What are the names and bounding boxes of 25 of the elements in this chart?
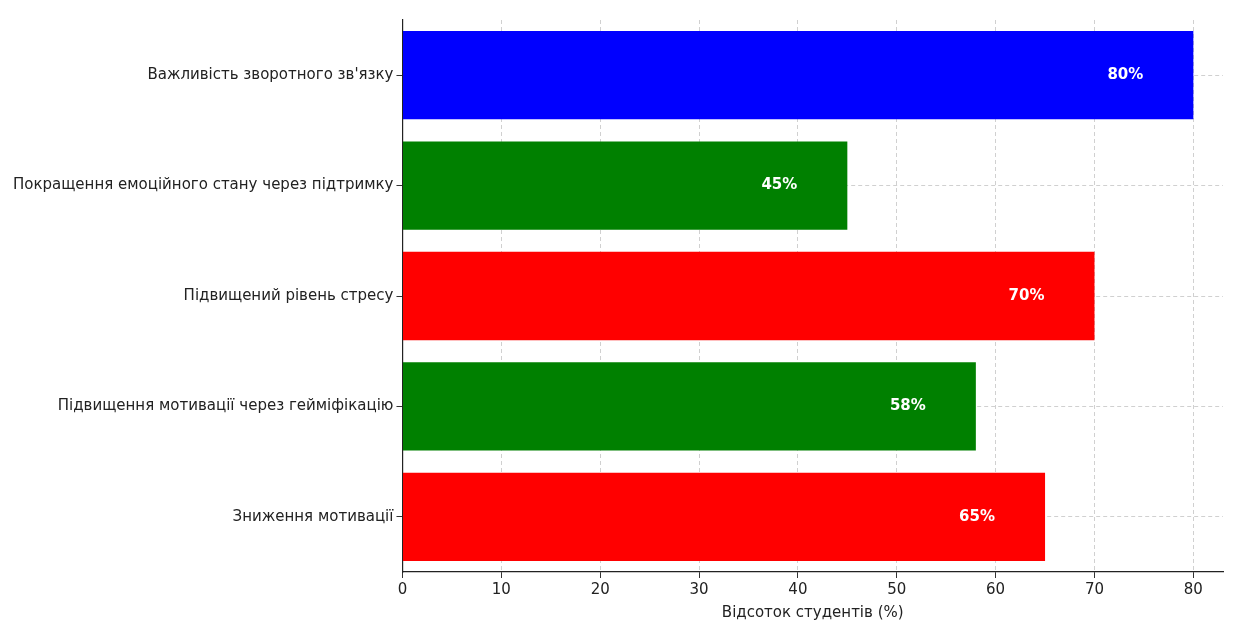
x-tick-label: 30 bbox=[689, 579, 709, 598]
x-tick-label: 50 bbox=[887, 579, 907, 598]
y-tick-label: Зниження мотивації bbox=[232, 506, 395, 525]
x-tick-label: 0 bbox=[397, 579, 408, 598]
x-tick-label: 70 bbox=[1084, 579, 1105, 598]
y-tick-label: Покращення емоційного стану через підтримку bbox=[12, 175, 394, 194]
x-tick-label: 40 bbox=[788, 579, 808, 598]
y-tick-label: Підвищення мотивації через гейміфікацію bbox=[57, 396, 394, 415]
bar bbox=[402, 31, 1194, 120]
x-tick-label: 10 bbox=[491, 579, 511, 598]
bar bbox=[402, 141, 848, 230]
x-tick-label: 80 bbox=[1183, 579, 1203, 598]
x-tick-label: 60 bbox=[986, 579, 1006, 598]
bar bbox=[402, 472, 1046, 561]
data-label: 65% bbox=[959, 506, 996, 525]
y-tick-label: Підвищений рівень стресу bbox=[183, 285, 394, 304]
bar bbox=[402, 362, 976, 451]
y-tick-label: Важливість зворотного зв'язку bbox=[147, 65, 394, 84]
data-label: 80% bbox=[1107, 65, 1144, 84]
data-label: 70% bbox=[1008, 285, 1045, 304]
data-label: 58% bbox=[889, 396, 926, 415]
bar bbox=[402, 251, 1095, 341]
data-label: 45% bbox=[761, 175, 798, 194]
x-axis-title: Відсоток студентів (%) bbox=[721, 602, 904, 621]
x-tick-label: 20 bbox=[590, 579, 610, 598]
